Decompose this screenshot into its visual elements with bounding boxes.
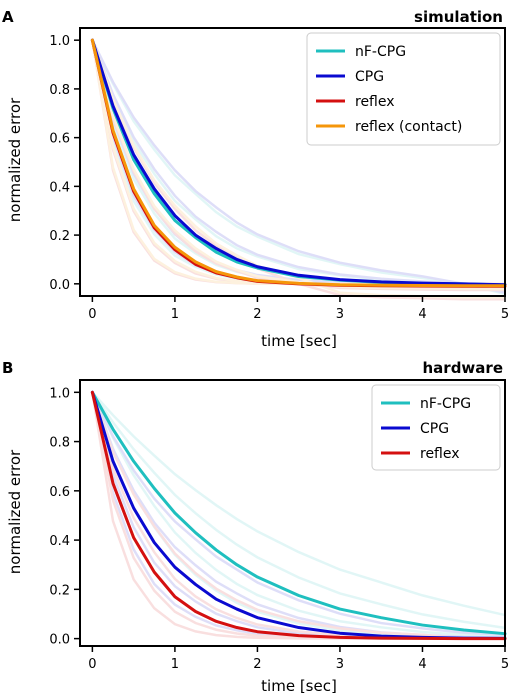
x-tick-label: 4 bbox=[418, 657, 426, 672]
panel-letter-a: A bbox=[2, 8, 14, 26]
trial-trace-0-0 bbox=[91, 39, 506, 296]
panel-a: A simulation 0 1 2 3 4 5 0.0 0.2 0.4 0.6 0.8 1.0 nF-… bbox=[2, 8, 509, 350]
trial-trace-2-0 bbox=[91, 391, 505, 640]
panel-b-title: hardware bbox=[423, 359, 504, 377]
legend-label: reflex bbox=[355, 94, 395, 110]
panel-b-plot: 0 1 2 3 4 5 0.0 0.2 0.4 0.6 0.8 1.0 nF-CPG CPG reflex bbox=[49, 379, 509, 672]
trial-trace-1-1 bbox=[91, 39, 506, 289]
legend: nF-CPG CPG reflex bbox=[371, 384, 501, 471]
trial-trace-0-3 bbox=[91, 391, 506, 640]
x-tick-label: 0 bbox=[88, 657, 96, 672]
trial-trace-0-0 bbox=[91, 391, 506, 617]
y-tick-label: 0.4 bbox=[49, 534, 70, 549]
y-tick-label: 0.0 bbox=[49, 278, 70, 293]
panel-b-xlabel: time [sec] bbox=[261, 677, 337, 695]
x-tick-label: 3 bbox=[336, 657, 344, 672]
series-line-reflex-contact- bbox=[90, 38, 507, 288]
legend-label: CPG bbox=[355, 69, 384, 85]
y-tick-label: 0.2 bbox=[49, 229, 70, 244]
x-tick-label: 4 bbox=[418, 307, 426, 322]
trial-trace-1-0 bbox=[91, 391, 506, 636]
legend-label: reflex (contact) bbox=[355, 119, 462, 135]
panel-b-ylabel: normalized error bbox=[6, 449, 24, 574]
panel-a-title: simulation bbox=[414, 8, 503, 26]
panel-letter-b: B bbox=[2, 359, 13, 377]
x-tick-label: 1 bbox=[171, 657, 179, 672]
y-tick-label: 0.6 bbox=[49, 485, 70, 500]
plot-frame bbox=[79, 27, 506, 297]
y-tick-label: 1.0 bbox=[49, 386, 70, 401]
y-tick-label: 0.0 bbox=[49, 633, 70, 648]
y-tick-label: 1.0 bbox=[49, 34, 70, 49]
x-tick-label: 0 bbox=[88, 307, 96, 322]
panel-a-plot: 0 1 2 3 4 5 0.0 0.2 0.4 0.6 0.8 1.0 nF-CPG CPG reflex r… bbox=[49, 27, 509, 322]
series-line-cpg bbox=[90, 38, 507, 287]
legend-box bbox=[306, 32, 501, 146]
panel-b: B hardware 0 1 2 3 4 5 0.0 0.2 0.4 0.6 0.8 1.0 nF-CP… bbox=[2, 359, 509, 695]
panel-a-xlabel: time [sec] bbox=[261, 332, 337, 350]
y-tick-label: 0.4 bbox=[49, 180, 70, 195]
legend-label: CPG bbox=[420, 421, 449, 437]
series-line-reflex bbox=[90, 390, 507, 641]
legend: nF-CPG CPG reflex reflex (contact) bbox=[306, 32, 501, 146]
trial-trace-2-0 bbox=[91, 39, 505, 301]
trial-trace-1-0 bbox=[91, 39, 506, 294]
x-tick-label: 3 bbox=[336, 307, 344, 322]
trial-trace-0-1 bbox=[91, 391, 506, 630]
legend-box bbox=[371, 384, 501, 471]
legend-label: nF-CPG bbox=[420, 396, 471, 412]
trial-trace-3-1 bbox=[91, 39, 505, 291]
x-tick-label: 2 bbox=[253, 307, 261, 322]
legend-label: nF-CPG bbox=[355, 44, 406, 60]
x-tick-label: 1 bbox=[171, 307, 179, 322]
x-tick-label: 2 bbox=[253, 657, 261, 672]
panel-a-ylabel: normalized error bbox=[6, 97, 24, 222]
trial-trace-1-1 bbox=[91, 391, 506, 639]
legend-label: reflex bbox=[420, 446, 460, 462]
series-line-nf-cpg bbox=[90, 390, 507, 636]
trial-trace-2-1 bbox=[91, 39, 505, 292]
y-tick-label: 0.8 bbox=[49, 83, 70, 98]
y-tick-label: 0.6 bbox=[49, 132, 70, 147]
y-tick-label: 0.8 bbox=[49, 436, 70, 451]
plot-frame bbox=[79, 379, 506, 647]
trial-trace-0-2 bbox=[91, 391, 506, 639]
x-tick-label: 5 bbox=[501, 307, 509, 322]
x-tick-label: 5 bbox=[501, 657, 509, 672]
y-tick-label: 0.2 bbox=[49, 583, 70, 598]
